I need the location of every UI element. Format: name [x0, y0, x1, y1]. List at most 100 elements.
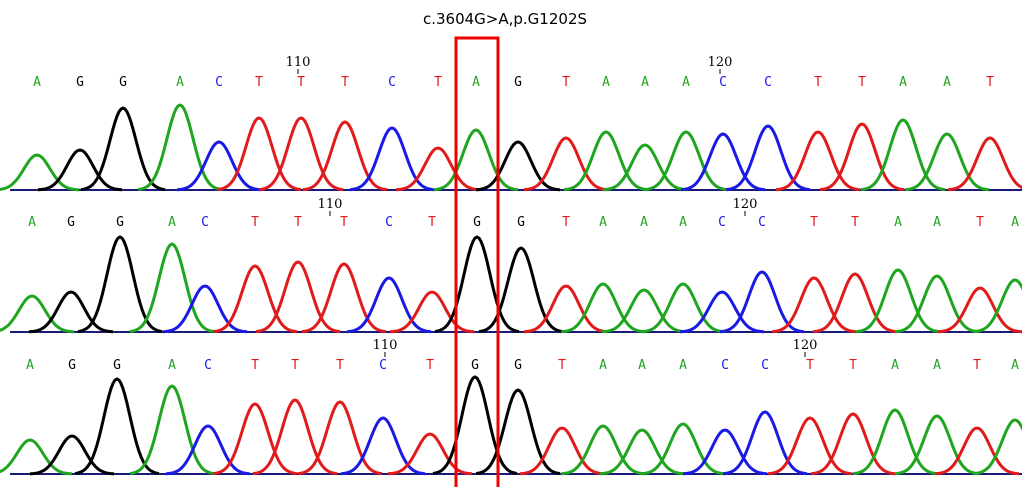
base-call: G	[76, 75, 84, 90]
position-label: 110	[373, 338, 398, 353]
base-call: A	[638, 358, 646, 373]
peak	[772, 278, 856, 332]
peak	[213, 404, 297, 474]
peak	[0, 155, 79, 190]
base-call: T	[851, 215, 859, 230]
base-call: A	[943, 75, 951, 90]
base-call: T	[858, 75, 866, 90]
base-call: G	[68, 358, 76, 373]
peak	[138, 105, 222, 190]
base-call: G	[116, 215, 124, 230]
base-call: C	[758, 215, 766, 230]
position-label: 110	[286, 55, 311, 70]
base-call: T	[810, 215, 818, 230]
base-call: G	[67, 215, 75, 230]
peak	[641, 284, 725, 332]
base-call: A	[1011, 358, 1019, 373]
base-call: A	[26, 358, 34, 373]
base-call: T	[806, 358, 814, 373]
base-call: T	[562, 75, 570, 90]
base-call: C	[204, 358, 212, 373]
base-call: T	[986, 75, 994, 90]
base-call: T	[976, 215, 984, 230]
base-call: A	[891, 358, 899, 373]
peak	[81, 108, 165, 190]
base-call: G	[471, 358, 479, 373]
base-call: A	[28, 215, 36, 230]
peak	[948, 138, 1022, 190]
base-call: A	[640, 215, 648, 230]
base-call: A	[899, 75, 907, 90]
base-call: T	[251, 215, 259, 230]
base-call: C	[718, 215, 726, 230]
base-call: G	[473, 215, 481, 230]
base-call: T	[294, 215, 302, 230]
base-call: T	[291, 358, 299, 373]
peak	[213, 266, 297, 332]
peak	[177, 142, 261, 190]
trace-track: AGGACTTTCTGGTAAACCTTAATA110120	[0, 197, 1022, 332]
base-call: A	[599, 215, 607, 230]
base-call: T	[814, 75, 822, 90]
base-call: A	[894, 215, 902, 230]
peak	[895, 416, 979, 474]
peak	[396, 148, 480, 190]
base-call: G	[514, 358, 522, 373]
position-label: 120	[733, 197, 758, 212]
base-call: G	[113, 358, 121, 373]
base-call: C	[215, 75, 223, 90]
base-call: A	[168, 215, 176, 230]
base-call: G	[514, 75, 522, 90]
peak	[776, 132, 860, 190]
base-call: T	[426, 358, 434, 373]
position-label: 110	[318, 197, 343, 212]
base-call: T	[255, 75, 263, 90]
position-label: 120	[708, 55, 733, 70]
base-call: T	[341, 75, 349, 90]
base-call: G	[517, 215, 525, 230]
base-call: A	[472, 75, 480, 90]
base-call: A	[641, 75, 649, 90]
base-call: C	[385, 215, 393, 230]
base-call: A	[33, 75, 41, 90]
mutation-annotation: c.3604G>A,p.G1202S	[423, 10, 587, 28]
base-call: A	[602, 75, 610, 90]
base-call: A	[1011, 215, 1019, 230]
peak	[813, 274, 897, 332]
base-call: T	[558, 358, 566, 373]
peak	[341, 418, 425, 474]
peak	[726, 126, 810, 190]
peak	[479, 248, 563, 332]
base-call: A	[168, 358, 176, 373]
base-call: T	[849, 358, 857, 373]
peak	[476, 390, 560, 474]
base-call: C	[719, 75, 727, 90]
peak	[938, 288, 1022, 332]
peak	[561, 426, 645, 474]
base-call: C	[379, 358, 387, 373]
base-call: C	[764, 75, 772, 90]
base-call: A	[682, 75, 690, 90]
base-call: T	[562, 215, 570, 230]
position-label: 120	[793, 338, 818, 353]
base-call: T	[973, 358, 981, 373]
peak	[564, 132, 648, 190]
base-call: C	[761, 358, 769, 373]
base-call: A	[933, 358, 941, 373]
base-call: C	[201, 215, 209, 230]
peak	[347, 278, 431, 332]
peak	[163, 286, 247, 332]
base-call: C	[388, 75, 396, 90]
base-call: A	[933, 215, 941, 230]
peak	[861, 120, 945, 190]
base-call: T	[340, 215, 348, 230]
base-call: T	[251, 358, 259, 373]
base-call: A	[679, 215, 687, 230]
base-call: T	[297, 75, 305, 90]
base-call: T	[336, 358, 344, 373]
trace-track: AGGACTTTCTGGTAAACCTTAATA110120	[0, 338, 1022, 474]
base-call: C	[721, 358, 729, 373]
base-call: A	[679, 358, 687, 373]
peak	[683, 430, 767, 474]
